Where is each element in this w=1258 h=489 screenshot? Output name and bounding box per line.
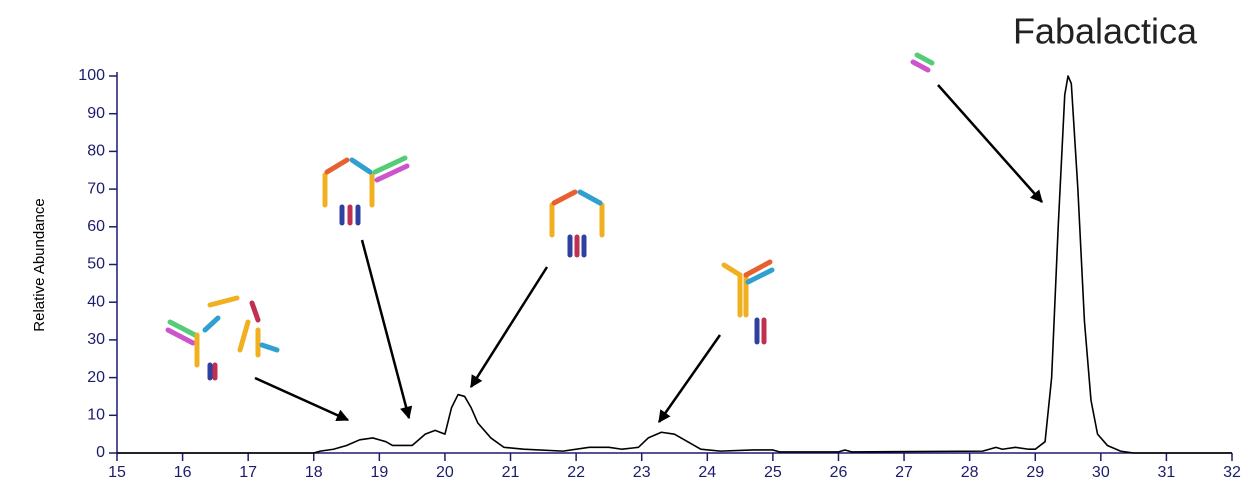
x-tick-label: 28 bbox=[961, 464, 979, 481]
icon-fab bbox=[913, 55, 932, 70]
icon-ring-arm bbox=[325, 158, 407, 223]
x-tick-label: 17 bbox=[239, 464, 257, 481]
x-tick-label: 15 bbox=[108, 464, 126, 481]
y-tick-label: 80 bbox=[87, 143, 105, 160]
arrow bbox=[362, 240, 409, 418]
icon-ring bbox=[552, 192, 602, 255]
y-tick-label: 100 bbox=[78, 67, 105, 84]
x-tick-label: 31 bbox=[1158, 464, 1176, 481]
x-tick-label: 20 bbox=[436, 464, 454, 481]
y-tick-label: 20 bbox=[87, 369, 105, 386]
chart-title: Fabalactica bbox=[1013, 11, 1198, 52]
arrow bbox=[659, 335, 720, 422]
x-tick-label: 30 bbox=[1092, 464, 1110, 481]
x-tick-label: 26 bbox=[830, 464, 848, 481]
x-tick-label: 24 bbox=[698, 464, 716, 481]
arrow bbox=[471, 267, 547, 387]
x-tick-label: 32 bbox=[1223, 464, 1241, 481]
y-tick-label: 0 bbox=[96, 444, 105, 461]
x-tick-label: 25 bbox=[764, 464, 782, 481]
y-tick-label: 30 bbox=[87, 331, 105, 348]
y-tick-label: 10 bbox=[87, 407, 105, 424]
x-tick-label: 22 bbox=[567, 464, 585, 481]
arrow bbox=[255, 378, 348, 420]
chart: Fabalactica Relative Abundance bbox=[0, 0, 1258, 489]
y-tick-label: 50 bbox=[87, 256, 105, 273]
x-tick-label: 27 bbox=[895, 464, 913, 481]
x-tick-label: 23 bbox=[633, 464, 651, 481]
x-tick-label: 29 bbox=[1026, 464, 1044, 481]
y-axis-label: Relative Abundance bbox=[31, 198, 48, 331]
icon-mab bbox=[724, 262, 772, 342]
x-tick-label: 18 bbox=[305, 464, 323, 481]
arrow bbox=[938, 85, 1042, 202]
y-tick-label: 70 bbox=[87, 180, 105, 197]
x-tick-label: 16 bbox=[174, 464, 192, 481]
x-tick-label: 21 bbox=[502, 464, 520, 481]
icon-cluster bbox=[168, 298, 277, 378]
molecule-icons bbox=[168, 55, 932, 378]
x-tick-label: 19 bbox=[370, 464, 388, 481]
y-tick-label: 60 bbox=[87, 218, 105, 235]
chromatogram-line bbox=[117, 76, 1232, 453]
y-tick-label: 40 bbox=[87, 293, 105, 310]
annotation-arrows bbox=[255, 85, 1042, 422]
y-tick-label: 90 bbox=[87, 105, 105, 122]
